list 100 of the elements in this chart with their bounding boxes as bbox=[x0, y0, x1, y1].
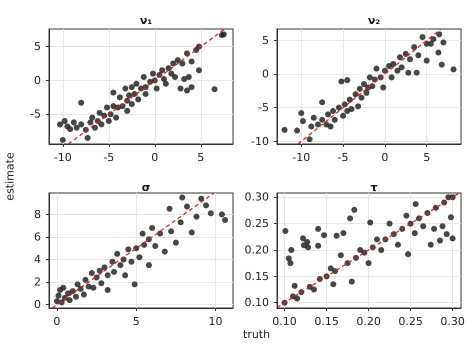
point bbox=[325, 111, 332, 118]
point bbox=[336, 104, 342, 111]
point bbox=[415, 52, 422, 58]
point bbox=[340, 112, 346, 119]
point bbox=[74, 281, 81, 288]
point bbox=[172, 240, 179, 246]
point bbox=[314, 122, 321, 128]
chart-title: ν₁ bbox=[140, 14, 152, 27]
point bbox=[346, 96, 353, 103]
point bbox=[338, 78, 344, 84]
point bbox=[208, 210, 214, 216]
point bbox=[104, 286, 111, 293]
point bbox=[306, 136, 313, 142]
point bbox=[179, 194, 186, 201]
y-tick-label: 5 bbox=[262, 34, 269, 47]
point bbox=[203, 202, 210, 208]
y-tick-label: 0.25 bbox=[244, 217, 269, 230]
point bbox=[136, 254, 142, 260]
point bbox=[414, 70, 420, 76]
x-axis-title: truth bbox=[243, 328, 270, 341]
y-tick-label: 0 bbox=[262, 68, 269, 81]
point bbox=[86, 284, 92, 290]
x-tick-label: -10 bbox=[292, 151, 310, 164]
point bbox=[438, 62, 445, 68]
point bbox=[102, 264, 108, 270]
point bbox=[319, 99, 326, 106]
x-tick-label: -5 bbox=[103, 151, 114, 164]
point bbox=[198, 196, 204, 202]
point bbox=[218, 211, 225, 218]
point bbox=[390, 60, 396, 67]
point bbox=[330, 108, 336, 114]
point bbox=[402, 50, 409, 57]
point bbox=[184, 204, 190, 210]
point bbox=[168, 228, 174, 234]
x-tick-label: 5 bbox=[197, 151, 204, 164]
y-tick-label: 0 bbox=[34, 298, 41, 312]
x-tick-label: 0.20 bbox=[356, 315, 381, 328]
point bbox=[435, 50, 442, 56]
point bbox=[396, 54, 403, 60]
point bbox=[70, 288, 76, 294]
point bbox=[282, 126, 288, 133]
point bbox=[388, 74, 395, 80]
point bbox=[60, 284, 66, 291]
chart-title: τ bbox=[370, 181, 378, 194]
point bbox=[125, 246, 132, 252]
point bbox=[132, 281, 138, 288]
point bbox=[405, 70, 412, 76]
point bbox=[430, 36, 436, 42]
x-tick-label: 0.10 bbox=[272, 315, 297, 328]
point bbox=[80, 291, 87, 298]
point bbox=[363, 90, 370, 96]
point bbox=[360, 81, 367, 88]
point bbox=[308, 124, 314, 130]
point bbox=[194, 214, 200, 220]
point bbox=[128, 258, 134, 265]
y-tick-label: 0.20 bbox=[244, 243, 269, 256]
point bbox=[332, 116, 338, 123]
point bbox=[342, 101, 348, 108]
x-tick-label: 5 bbox=[132, 315, 140, 328]
point bbox=[104, 272, 111, 278]
x-tick-label: 0 bbox=[53, 315, 60, 328]
point bbox=[82, 276, 88, 283]
point bbox=[72, 294, 79, 300]
y-tick-label: 0.30 bbox=[244, 190, 269, 204]
point bbox=[352, 91, 359, 98]
point bbox=[300, 118, 306, 124]
y-tick-label: 8 bbox=[34, 208, 41, 221]
chart-title: ν₂ bbox=[368, 14, 380, 27]
point bbox=[141, 242, 148, 248]
y-tick-label: -5 bbox=[258, 101, 269, 114]
point bbox=[366, 74, 373, 80]
point bbox=[96, 268, 103, 274]
point bbox=[428, 40, 434, 47]
point bbox=[149, 224, 156, 231]
point bbox=[178, 219, 184, 226]
point bbox=[394, 68, 400, 74]
point bbox=[122, 272, 128, 278]
x-tick-label: -5 bbox=[338, 151, 349, 164]
y-tick-label: 0.15 bbox=[244, 270, 269, 283]
point bbox=[450, 66, 456, 72]
y-tick-label: 6 bbox=[34, 230, 41, 244]
point bbox=[166, 206, 173, 212]
point bbox=[424, 58, 430, 64]
point bbox=[310, 114, 317, 121]
point bbox=[146, 262, 152, 268]
point bbox=[344, 77, 350, 84]
point bbox=[88, 270, 95, 276]
x-tick-label: 0 bbox=[151, 151, 158, 164]
x-tick-label: 0 bbox=[381, 151, 388, 164]
y-tick-label: 5 bbox=[34, 40, 41, 54]
point bbox=[380, 84, 386, 91]
y-tick-label: 0.10 bbox=[244, 296, 269, 310]
point bbox=[319, 116, 326, 123]
point bbox=[162, 248, 168, 255]
y-tick-label: 4 bbox=[34, 253, 41, 266]
y-tick-label: -5 bbox=[30, 108, 41, 121]
point bbox=[298, 110, 304, 116]
point bbox=[411, 44, 418, 50]
point bbox=[440, 39, 446, 46]
x-tick-label: 5 bbox=[423, 151, 430, 164]
